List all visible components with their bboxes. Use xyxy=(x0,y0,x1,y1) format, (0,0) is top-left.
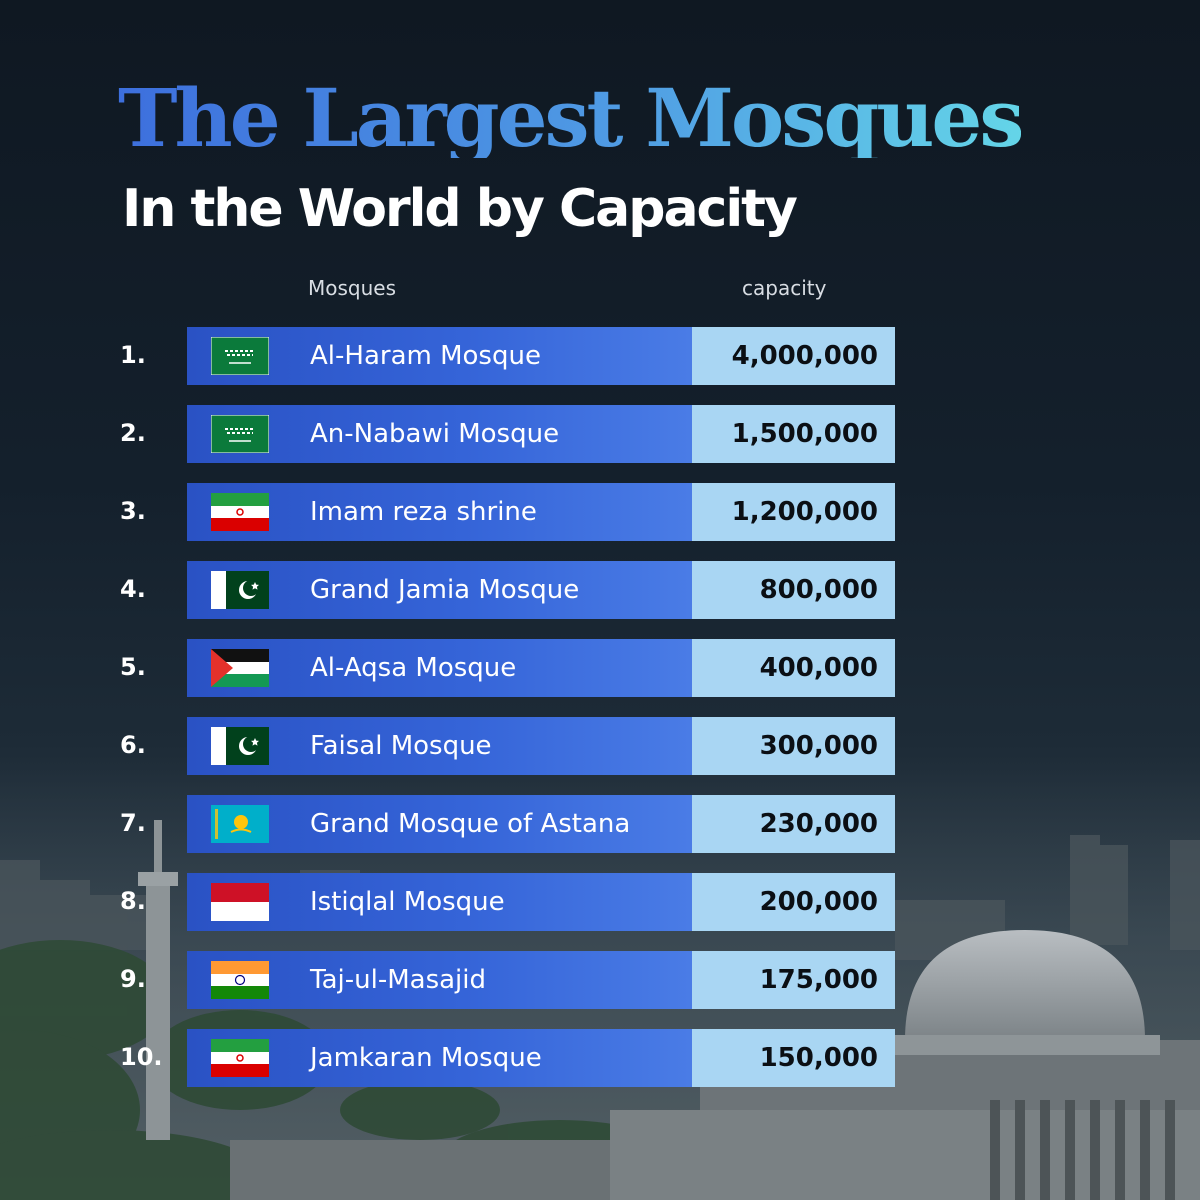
pakistan-flag-icon xyxy=(211,727,269,765)
mosque-name-cell: Jamkaran Mosque xyxy=(187,1029,692,1087)
capacity-value: 1,500,000 xyxy=(692,405,895,463)
mosque-name: Al-Haram Mosque xyxy=(310,341,541,371)
iran-flag-icon xyxy=(211,493,269,531)
capacity-value: 150,000 xyxy=(692,1029,895,1087)
capacity-value: 200,000 xyxy=(692,873,895,931)
palestine-flag-icon xyxy=(211,649,269,687)
mosque-name: Faisal Mosque xyxy=(310,731,492,761)
rank-number: 4. xyxy=(120,575,146,603)
mosque-name: Grand Mosque of Astana xyxy=(310,809,631,839)
mosque-name-cell: Imam reza shrine xyxy=(187,483,692,541)
mosque-name-cell: Al-Aqsa Mosque xyxy=(187,639,692,697)
rank-number: 3. xyxy=(120,497,146,525)
saudi-arabia-flag-icon xyxy=(211,415,269,453)
table-row: Jamkaran Mosque 150,000 xyxy=(187,1029,895,1087)
capacity-value: 4,000,000 xyxy=(692,327,895,385)
mosque-name: Jamkaran Mosque xyxy=(310,1043,542,1073)
capacity-value: 1,200,000 xyxy=(692,483,895,541)
capacity-column-header: capacity xyxy=(742,276,827,300)
mosque-name: An-Nabawi Mosque xyxy=(310,419,560,449)
rank-number: 9. xyxy=(120,965,146,993)
mosque-name: Imam reza shrine xyxy=(310,497,537,527)
mosque-name-cell: An-Nabawi Mosque xyxy=(187,405,692,463)
mosque-name: Grand Jamia Mosque xyxy=(310,575,580,605)
iran-flag-icon xyxy=(211,1039,269,1077)
table-row: Taj-ul-Masajid 175,000 xyxy=(187,951,895,1009)
indonesia-flag-icon xyxy=(211,883,269,921)
india-flag-icon xyxy=(211,961,269,999)
rank-number: 8. xyxy=(120,887,146,915)
rank-number: 1. xyxy=(120,341,146,369)
table-row: An-Nabawi Mosque 1,500,000 xyxy=(187,405,895,463)
mosque-name-cell: Grand Jamia Mosque xyxy=(187,561,692,619)
rank-number: 6. xyxy=(120,731,146,759)
capacity-value: 175,000 xyxy=(692,951,895,1009)
table-row: Grand Mosque of Astana 230,000 xyxy=(187,795,895,853)
mosque-name-cell: Grand Mosque of Astana xyxy=(187,795,692,853)
page-subtitle: In the World by Capacity xyxy=(122,179,798,239)
mosque-name: Istiqlal Mosque xyxy=(310,887,505,917)
mosques-column-header: Mosques xyxy=(308,276,397,300)
saudi-arabia-flag-icon xyxy=(211,337,269,375)
rank-number: 10. xyxy=(120,1043,163,1071)
mosque-name-cell: Taj-ul-Masajid xyxy=(187,951,692,1009)
table-row: Al-Haram Mosque 4,000,000 xyxy=(187,327,895,385)
mosque-name-cell: Faisal Mosque xyxy=(187,717,692,775)
mosque-name-cell: Al-Haram Mosque xyxy=(187,327,692,385)
kazakhstan-flag-icon xyxy=(211,805,269,843)
pakistan-flag-icon xyxy=(211,571,269,609)
rank-number: 7. xyxy=(120,809,146,837)
table-row: Istiqlal Mosque 200,000 xyxy=(187,873,895,931)
table-row: Al-Aqsa Mosque 400,000 xyxy=(187,639,895,697)
mosque-name: Al-Aqsa Mosque xyxy=(310,653,517,683)
table-row: Imam reza shrine 1,200,000 xyxy=(187,483,895,541)
capacity-value: 400,000 xyxy=(692,639,895,697)
rank-number: 2. xyxy=(120,419,146,447)
capacity-value: 800,000 xyxy=(692,561,895,619)
mosque-name-cell: Istiqlal Mosque xyxy=(187,873,692,931)
rank-number: 5. xyxy=(120,653,146,681)
capacity-value: 300,000 xyxy=(692,717,895,775)
table-row: Faisal Mosque 300,000 xyxy=(187,717,895,775)
table-row: Grand Jamia Mosque 800,000 xyxy=(187,561,895,619)
mosque-name: Taj-ul-Masajid xyxy=(310,965,486,995)
page-title: The Largest Mosques xyxy=(118,71,1024,165)
capacity-value: 230,000 xyxy=(692,795,895,853)
